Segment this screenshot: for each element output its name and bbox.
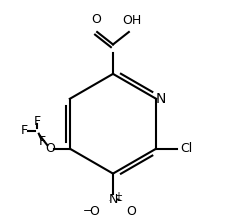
Text: −: − [82,206,91,216]
Text: O: O [89,205,99,218]
Text: +: + [114,191,122,201]
Text: N: N [108,193,117,206]
Text: O: O [91,13,101,26]
Text: O: O [126,205,136,218]
Text: Cl: Cl [179,142,191,155]
Text: F: F [21,124,28,138]
Text: F: F [39,135,46,148]
Text: OH: OH [122,14,141,27]
Text: N: N [155,92,166,106]
Text: O: O [45,142,55,155]
Text: F: F [34,114,41,128]
